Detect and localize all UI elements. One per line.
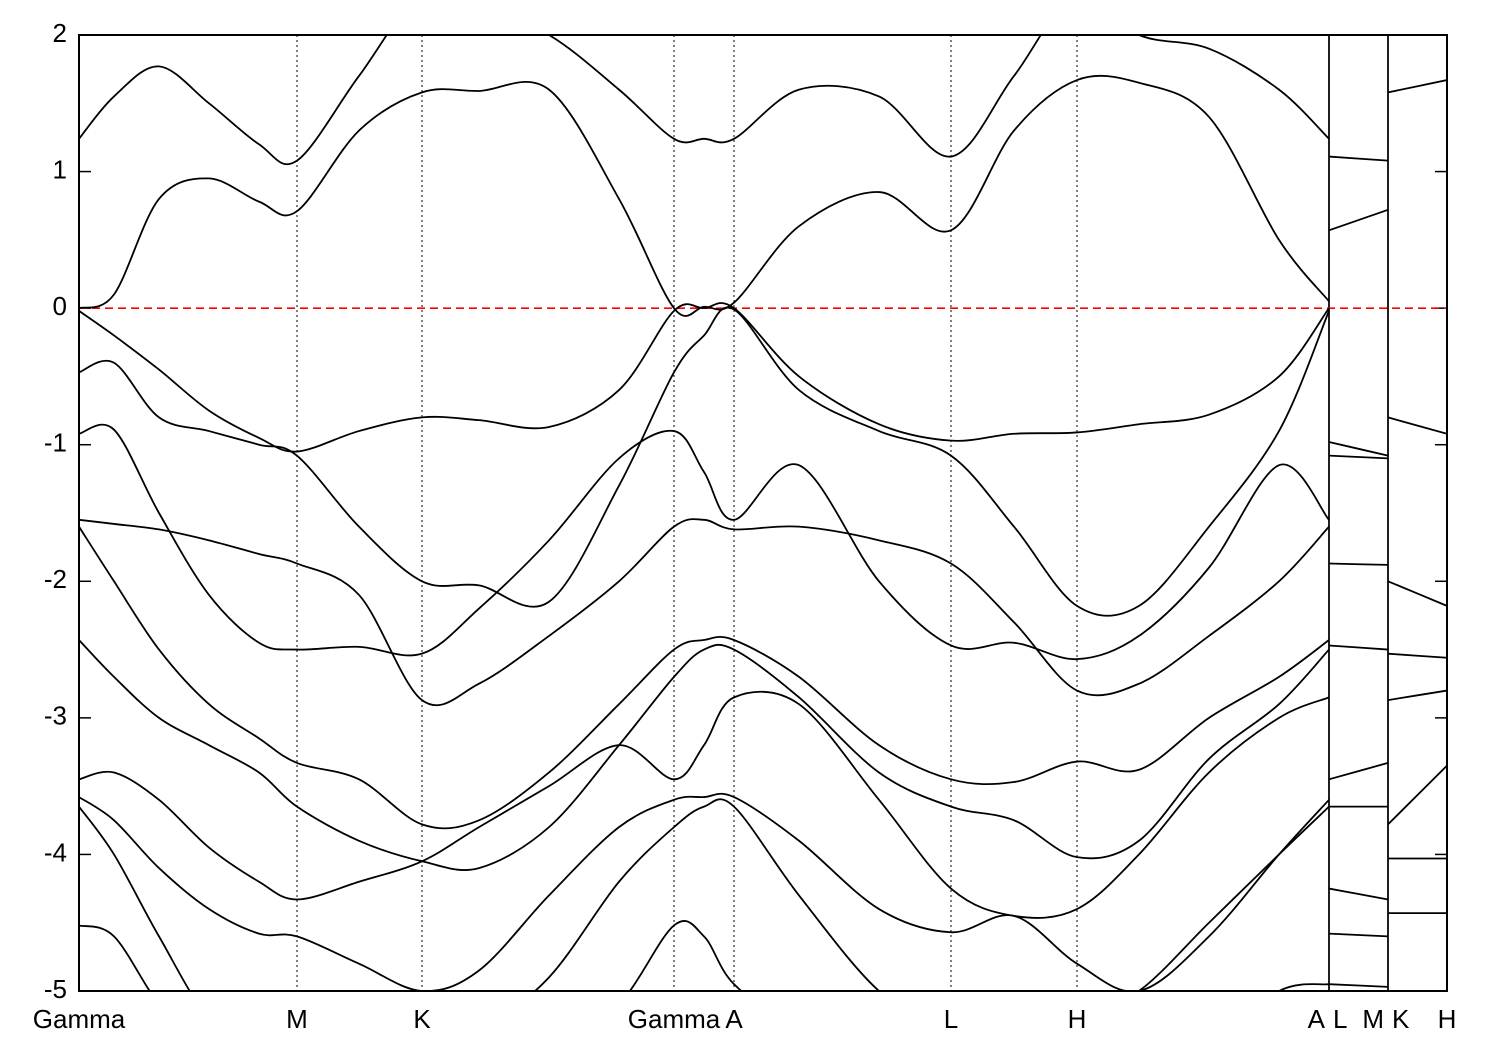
band-line — [79, 798, 1389, 991]
y-tick-label: 2 — [53, 18, 67, 48]
x-tick-label: M — [286, 1004, 308, 1034]
grid-layer — [79, 34, 1447, 992]
x-tick-label: Gamma — [33, 1004, 126, 1034]
band-line — [79, 639, 1447, 871]
x-tick-label: H — [1438, 1004, 1457, 1034]
band-line — [79, 690, 1447, 919]
x-tick-label: Gamma — [628, 1004, 721, 1034]
y-tick-label: -1 — [44, 428, 67, 458]
y-tick-label: -2 — [44, 564, 67, 594]
plot-frame — [78, 34, 1448, 992]
band-line — [79, 302, 1447, 457]
x-tick-label: L — [944, 1004, 958, 1034]
y-tick-label: -3 — [44, 701, 67, 731]
y-tick-label: 0 — [53, 291, 67, 321]
x-tick-label: L — [1333, 1004, 1347, 1034]
x-tick-label: M — [1362, 1004, 1384, 1034]
x-tick-label: K — [1392, 1004, 1410, 1034]
x-tick-label: H — [1068, 1004, 1087, 1034]
x-tick-label: K — [413, 1004, 431, 1034]
y-tick-label: -4 — [44, 837, 67, 867]
x-tick-label: A — [1308, 1004, 1326, 1034]
band-line — [79, 423, 1447, 661]
y-tick-label: 1 — [53, 154, 67, 184]
band-line — [79, 792, 1389, 991]
band-line — [79, 920, 1330, 991]
band-line — [79, 74, 1389, 317]
band-line — [79, 306, 1447, 617]
bands-layer — [79, 35, 1447, 991]
band-line — [79, 35, 1447, 166]
x-tick-label: A — [725, 1004, 743, 1034]
band-line — [79, 518, 1447, 707]
band-line — [79, 526, 1447, 830]
y-tick-label: -5 — [44, 974, 67, 1004]
